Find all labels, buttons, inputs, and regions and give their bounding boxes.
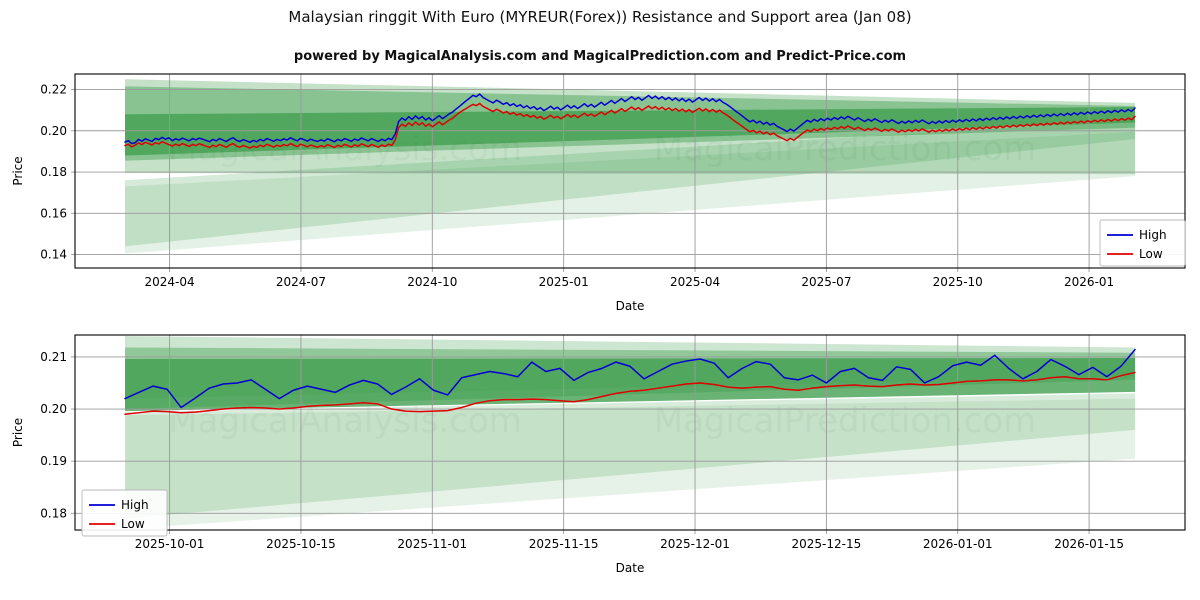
xtick-label: 2025-11-01 <box>397 537 467 551</box>
band-faint-lower <box>125 131 1135 254</box>
series-line-low <box>124 371 1136 415</box>
xtick-label: 2025-11-15 <box>529 537 599 551</box>
gridlines: 0.14 0.16 0.18 0.20 0.22 2024-04 2024-07 2024-1… <box>40 74 1185 289</box>
band-outer-lower <box>125 120 1135 247</box>
legend-label-low: Low <box>121 517 145 531</box>
xtick-label: 2026-01-01 <box>923 537 993 551</box>
band-outer-lower <box>125 393 1135 519</box>
axes-frame <box>74 73 1186 269</box>
watermark: MagicalAnalysis.com <box>168 401 522 441</box>
ytick-label: 0.22 <box>40 82 67 96</box>
band-faint-lower <box>125 398 1135 529</box>
ytick-label: 0.19 <box>40 454 67 468</box>
xtick-label: 2025-12-01 <box>660 537 730 551</box>
ytick-label: 0.20 <box>40 402 67 416</box>
ytick-label: 0.18 <box>40 506 67 520</box>
series-line-low <box>124 102 1136 149</box>
xtick-label: 2024-04 <box>145 275 195 289</box>
ytick-label: 0.20 <box>40 124 67 138</box>
band-core <box>125 107 1135 156</box>
x-axis-label: Date <box>616 561 645 575</box>
y-axis-label: Price <box>11 418 25 447</box>
xtick-label: 2024-10 <box>407 275 457 289</box>
chart-legend[interactable]: High Low <box>81 489 168 537</box>
zoom-chart-panel: MagicalAnalysis.com MagicalPrediction.com… <box>11 334 1186 575</box>
xtick-label: 2025-04 <box>670 275 720 289</box>
series-line-high <box>124 348 1136 409</box>
watermark: MagicalPrediction.com <box>654 129 1037 169</box>
xtick-label: 2025-10-01 <box>135 537 205 551</box>
ytick-label: 0.14 <box>40 248 67 262</box>
xtick-label: 2025-10-15 <box>266 537 336 551</box>
legend-label-high: High <box>121 498 149 512</box>
chart-title: Malaysian ringgit With Euro (MYREUR(Fore… <box>288 8 911 26</box>
legend-label-low: Low <box>1139 247 1163 261</box>
ytick-label: 0.16 <box>40 206 67 220</box>
chart-subtitle: powered by MagicalAnalysis.com and Magic… <box>294 49 906 64</box>
axes-frame <box>74 334 1186 531</box>
support-resistance-bands <box>125 336 1135 529</box>
overview-chart-panel: MagicalAnalysis.com MagicalPrediction.com… <box>11 73 1186 313</box>
xtick-label: 2026-01 <box>1064 275 1114 289</box>
ytick-label: 0.18 <box>40 165 67 179</box>
xtick-label: 2025-01 <box>539 275 589 289</box>
xtick-label: 2025-12-15 <box>792 537 862 551</box>
band-core <box>125 357 1135 412</box>
x-axis-label: Date <box>616 299 645 313</box>
support-resistance-bands <box>125 79 1135 254</box>
watermark: MagicalAnalysis.com <box>168 129 522 169</box>
y-axis-label: Price <box>11 156 25 185</box>
ytick-label: 0.21 <box>40 350 67 364</box>
xtick-label: 2024-07 <box>276 275 326 289</box>
xtick-label: 2026-01-15 <box>1054 537 1124 551</box>
legend-label-high: High <box>1139 228 1167 242</box>
watermark: MagicalPrediction.com <box>654 401 1037 441</box>
chart-legend[interactable]: High Low <box>1099 219 1186 267</box>
data-series-group <box>124 348 1136 415</box>
xtick-label: 2025-07 <box>801 275 851 289</box>
xtick-label: 2025-10 <box>933 275 983 289</box>
data-series-group <box>124 93 1136 149</box>
gridlines: 0.18 0.19 0.20 0.21 2025-10-01 2025-10-15 2025… <box>40 335 1185 551</box>
series-line-high <box>124 93 1136 145</box>
